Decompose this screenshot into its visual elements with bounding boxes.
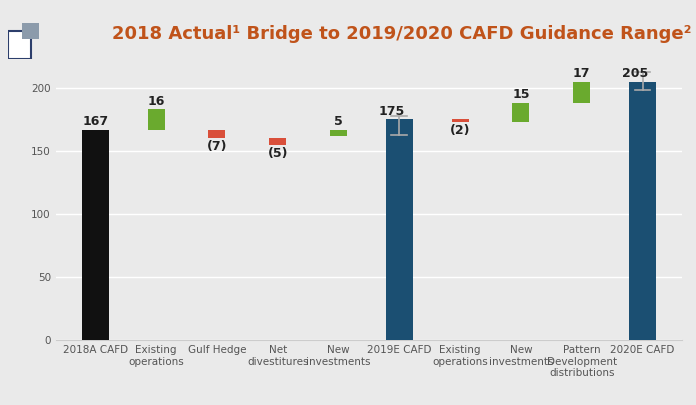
Text: (5): (5) [267,147,288,160]
Text: 5: 5 [334,115,343,128]
Text: 175: 175 [378,104,404,117]
Text: (2): (2) [450,124,470,137]
Bar [386,119,413,340]
Bar [148,109,164,130]
Bar [512,103,530,122]
Bar [452,119,468,122]
Text: (7): (7) [207,140,227,153]
Bar [330,130,347,136]
Text: 167: 167 [82,115,109,128]
Bar [81,130,109,340]
Text: 16: 16 [148,94,165,107]
Bar [22,23,39,39]
Text: 17: 17 [573,67,590,80]
Bar [208,130,226,139]
Text: 15: 15 [512,88,530,101]
Bar [8,32,31,59]
Bar [269,139,286,145]
Text: 205: 205 [622,67,648,80]
Text: 2018 Actual¹ Bridge to 2019/2020 CAFD Guidance Range²: 2018 Actual¹ Bridge to 2019/2020 CAFD Gu… [112,25,692,43]
Bar [629,82,656,340]
Bar [574,82,590,103]
